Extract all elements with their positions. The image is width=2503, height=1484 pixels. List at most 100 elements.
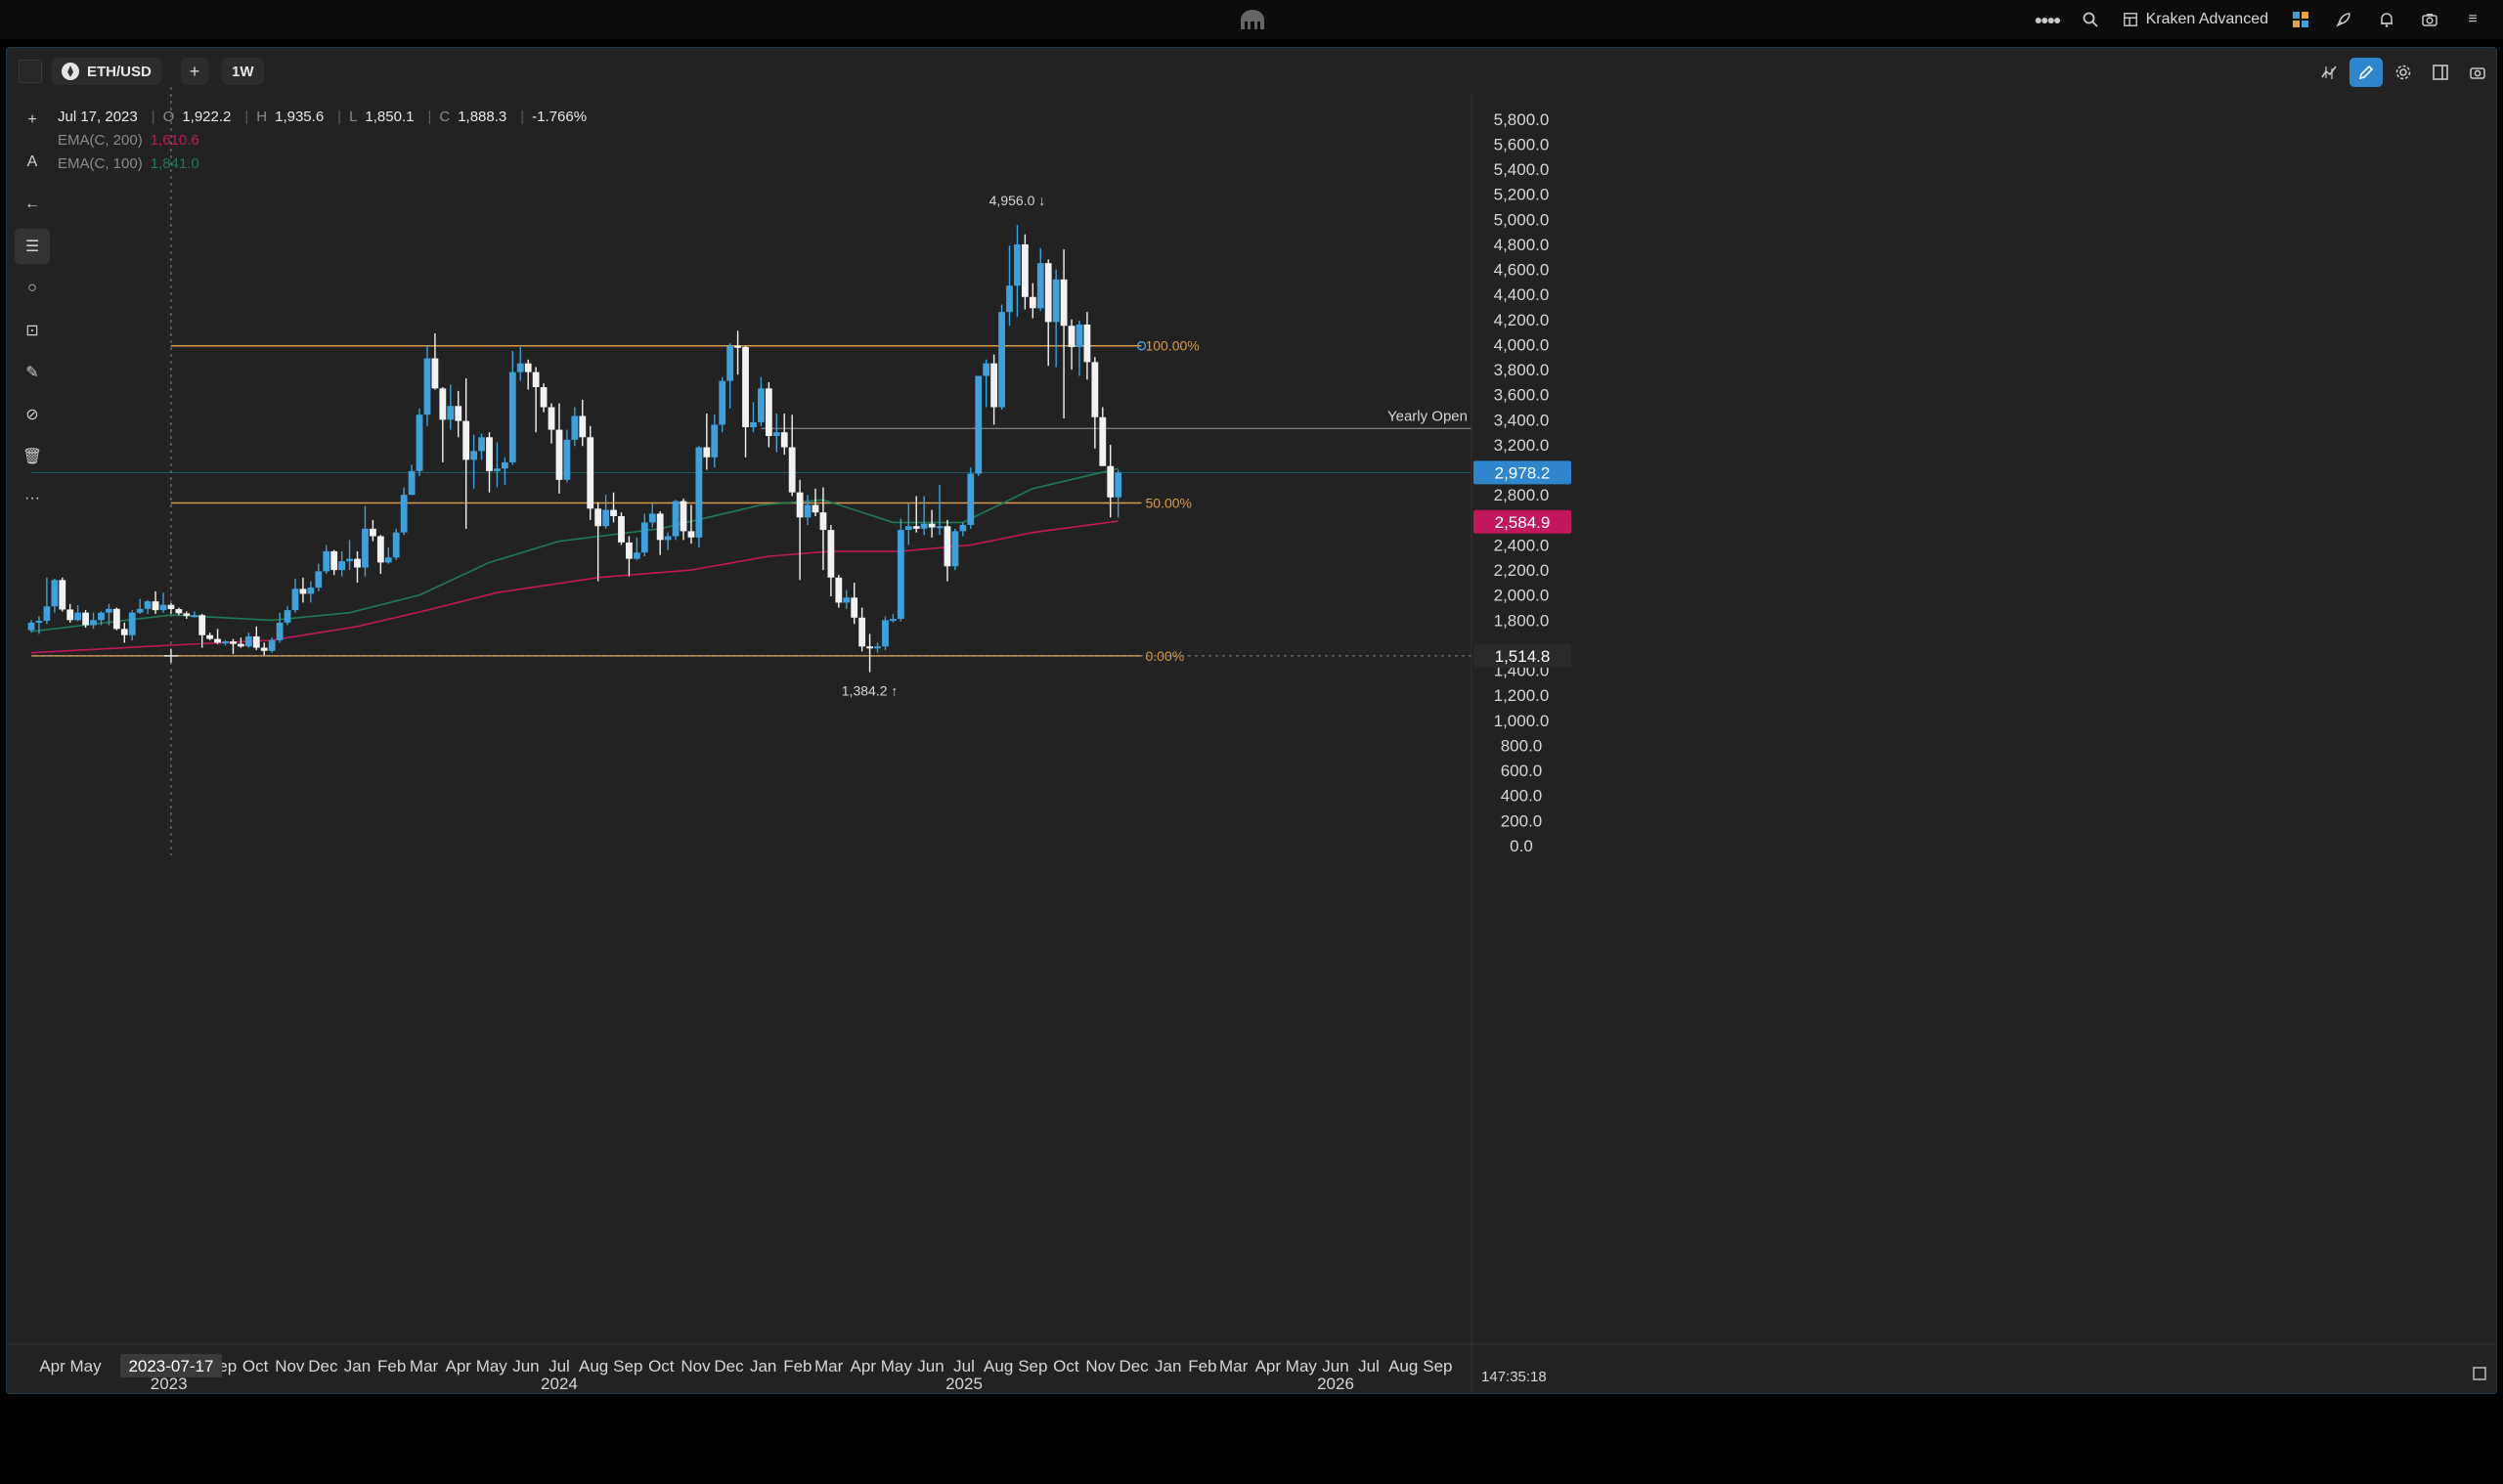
- candle[interactable]: [346, 540, 353, 571]
- candle[interactable]: [1099, 407, 1107, 466]
- candle[interactable]: [734, 330, 741, 375]
- candle[interactable]: [983, 359, 990, 408]
- candle[interactable]: [1036, 247, 1044, 311]
- candle[interactable]: [1006, 245, 1013, 327]
- candle[interactable]: [152, 590, 159, 614]
- candle[interactable]: [975, 375, 983, 476]
- candle[interactable]: [252, 626, 260, 651]
- candle[interactable]: [890, 613, 897, 623]
- candle[interactable]: [1014, 224, 1021, 318]
- ema200-label[interactable]: EMA(C, 200): [58, 131, 143, 149]
- rocket-icon[interactable]: [2325, 5, 2362, 34]
- candle[interactable]: [772, 413, 780, 453]
- candle[interactable]: [626, 536, 633, 577]
- candle[interactable]: [90, 612, 97, 630]
- candle[interactable]: [1044, 259, 1052, 367]
- candle[interactable]: [82, 610, 89, 629]
- candle[interactable]: [788, 415, 796, 497]
- candle[interactable]: [501, 457, 508, 485]
- candle[interactable]: [1115, 469, 1122, 518]
- candle[interactable]: [159, 592, 167, 613]
- candle[interactable]: [128, 610, 136, 640]
- candle[interactable]: [1107, 444, 1115, 518]
- candle[interactable]: [703, 413, 711, 470]
- candle[interactable]: [330, 549, 338, 576]
- candle[interactable]: [1091, 357, 1099, 449]
- candle[interactable]: [1052, 269, 1060, 368]
- candle[interactable]: [936, 484, 944, 536]
- shapes-tool[interactable]: ⊡: [25, 323, 39, 339]
- candle[interactable]: [198, 613, 206, 648]
- candle[interactable]: [610, 492, 617, 523]
- candle[interactable]: [633, 537, 640, 560]
- symbol-selector[interactable]: ETH/USD: [52, 58, 161, 85]
- candle[interactable]: [408, 464, 416, 496]
- more-tools[interactable]: ···: [24, 490, 40, 506]
- candle[interactable]: [299, 577, 307, 603]
- candle[interactable]: [990, 354, 998, 425]
- candle[interactable]: [524, 359, 532, 390]
- candle[interactable]: [897, 518, 904, 622]
- candle[interactable]: [843, 589, 851, 609]
- candle[interactable]: [672, 500, 680, 541]
- ema100-label[interactable]: EMA(C, 100): [58, 154, 143, 172]
- candle[interactable]: [951, 528, 959, 571]
- candle[interactable]: [74, 604, 82, 622]
- candle[interactable]: [912, 496, 920, 533]
- candle[interactable]: [323, 545, 330, 574]
- candle[interactable]: [106, 603, 112, 626]
- lines-tool[interactable]: ☰: [15, 229, 50, 264]
- candle[interactable]: [664, 532, 672, 550]
- candle[interactable]: [796, 479, 804, 581]
- candle[interactable]: [587, 425, 594, 520]
- candle[interactable]: [866, 633, 873, 673]
- candle[interactable]: [136, 598, 144, 614]
- candle[interactable]: [579, 399, 587, 447]
- candle[interactable]: [944, 519, 951, 582]
- camera-icon[interactable]: [2411, 5, 2448, 34]
- candle[interactable]: [439, 387, 447, 462]
- candle[interactable]: [812, 488, 819, 517]
- candle[interactable]: [594, 502, 602, 582]
- candle[interactable]: [835, 575, 843, 608]
- candle[interactable]: [571, 407, 579, 447]
- candle[interactable]: [120, 622, 128, 643]
- candle[interactable]: [555, 403, 563, 494]
- candle[interactable]: [920, 496, 928, 536]
- bell-icon[interactable]: [2368, 5, 2405, 34]
- candle[interactable]: [804, 495, 812, 525]
- workspace-selector[interactable]: Kraken Advanced: [2115, 5, 2276, 34]
- candle[interactable]: [758, 376, 765, 426]
- candle[interactable]: [882, 616, 889, 651]
- candle[interactable]: [967, 467, 975, 529]
- candle[interactable]: [276, 612, 284, 643]
- timeframe-button[interactable]: 1W: [222, 58, 264, 85]
- candle[interactable]: [43, 577, 51, 625]
- grid-dots-icon[interactable]: ●●●●: [2034, 12, 2062, 27]
- candle[interactable]: [1021, 234, 1029, 310]
- candle[interactable]: [455, 390, 462, 438]
- ema200-line[interactable]: [30, 520, 1119, 654]
- candle[interactable]: [711, 415, 719, 468]
- candle[interactable]: [59, 577, 66, 612]
- candle[interactable]: [35, 616, 43, 634]
- scale-settings-icon[interactable]: [2473, 1367, 2486, 1380]
- circle-tool[interactable]: ○: [27, 280, 37, 296]
- brush-tool[interactable]: ✎: [25, 365, 39, 381]
- candle[interactable]: [548, 403, 555, 444]
- candle[interactable]: [765, 381, 772, 448]
- candle[interactable]: [827, 524, 835, 597]
- candle[interactable]: [470, 434, 478, 489]
- price-chart[interactable]: 100.00% 50.00% 0.00% Yearly Open 4,956.0 ↓ 1…: [7, 48, 2497, 1394]
- add-symbol-button[interactable]: +: [181, 58, 208, 85]
- candle[interactable]: [851, 582, 858, 625]
- candle[interactable]: [268, 637, 276, 653]
- candle[interactable]: [532, 367, 540, 433]
- candle[interactable]: [260, 642, 268, 656]
- candle[interactable]: [680, 499, 687, 541]
- candle[interactable]: [742, 345, 749, 458]
- candle[interactable]: [618, 512, 625, 546]
- candle[interactable]: [819, 487, 827, 571]
- candle[interactable]: [175, 607, 183, 616]
- candle[interactable]: [874, 642, 881, 653]
